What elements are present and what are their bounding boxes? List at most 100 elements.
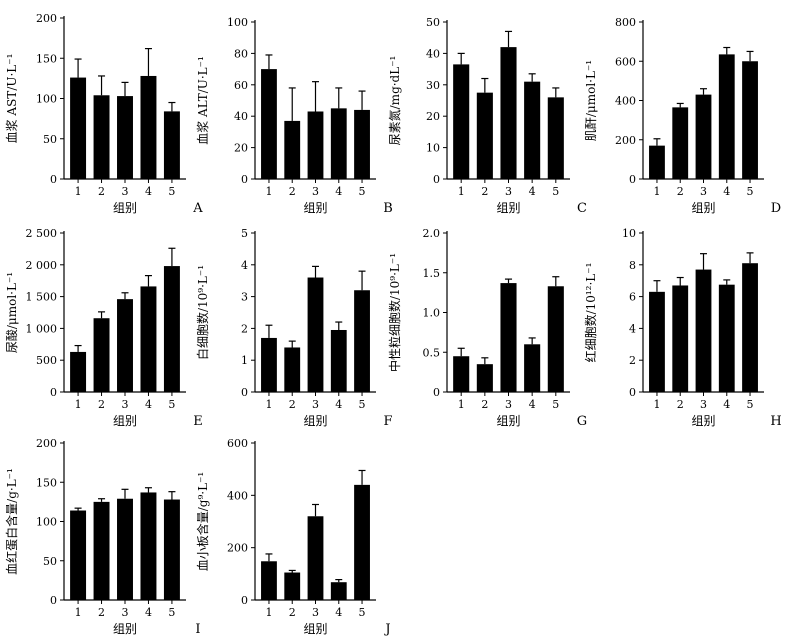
x-tick-label: 1 [75, 398, 82, 411]
bar [140, 75, 157, 179]
bar [330, 108, 347, 179]
bar [93, 501, 110, 600]
y-tick-label: 20 [426, 110, 440, 123]
bar [284, 572, 301, 600]
y-tick-label: 80 [234, 47, 248, 60]
y-axis-title: 血红蛋白含量/g·L⁻¹ [4, 468, 19, 575]
y-tick-label: 1 000 [26, 322, 58, 335]
bar [718, 284, 735, 392]
bar [453, 356, 470, 392]
x-axis-title: 组别 [303, 201, 327, 215]
bar [742, 263, 758, 392]
chart-panel-a: 0 50 100 150 200 1 2 3 4 5 组别 血浆 AST/U·L⁻¹ A [4, 12, 203, 216]
bar [70, 510, 87, 600]
x-tick-label: 1 [75, 606, 82, 619]
bar [117, 96, 133, 179]
y-tick-label: 40 [234, 110, 248, 123]
x-tick-label: 5 [168, 185, 175, 198]
x-axis-title: 组别 [113, 414, 137, 428]
x-axis-title: 组别 [691, 414, 715, 428]
y-tick-label: 60 [234, 79, 248, 92]
x-axis-title: 组别 [691, 201, 715, 215]
bar [453, 64, 470, 179]
y-tick-label: 2 [241, 322, 248, 335]
bar [117, 299, 133, 392]
bar [163, 266, 180, 392]
bar [524, 344, 541, 392]
x-tick-label: 3 [505, 185, 512, 198]
x-tick-label: 2 [289, 185, 296, 198]
y-tick-label: 200 [227, 542, 248, 555]
x-axis-title: 组别 [113, 622, 137, 636]
bar [500, 47, 517, 180]
y-tick-label: 200 [36, 437, 57, 450]
y-tick-label: 0 [629, 173, 636, 186]
bar [500, 283, 517, 392]
x-tick-label: 4 [723, 185, 730, 198]
x-axis-title: 组别 [303, 622, 327, 636]
bar [284, 347, 301, 392]
x-tick-label: 4 [529, 185, 536, 198]
y-axis-title: 白细胞数/10⁹·L⁻¹ [195, 265, 210, 360]
y-tick-label: 50 [426, 16, 440, 29]
x-tick-label: 5 [359, 185, 366, 198]
x-tick-label: 3 [505, 398, 512, 411]
x-tick-label: 3 [312, 185, 319, 198]
x-tick-label: 2 [98, 606, 105, 619]
y-tick-label: 2 000 [26, 259, 58, 272]
x-tick-label: 3 [122, 398, 129, 411]
y-tick-label: 1 [241, 354, 248, 367]
bar [547, 286, 564, 392]
x-tick-label: 4 [335, 398, 342, 411]
x-tick-label: 1 [458, 185, 465, 198]
y-tick-label: 2.0 [423, 227, 441, 240]
bar [140, 286, 157, 392]
bar [284, 120, 301, 179]
y-tick-label: 0 [433, 386, 440, 399]
bar [672, 285, 689, 392]
x-tick-label: 5 [359, 606, 366, 619]
bar [261, 561, 277, 600]
bar [93, 318, 110, 392]
bar [547, 97, 564, 179]
y-tick-label: 0 [50, 173, 57, 186]
x-axis-title: 组别 [496, 201, 520, 215]
bar [307, 516, 324, 600]
bar [261, 337, 277, 392]
y-tick-label: 3 [241, 291, 248, 304]
x-tick-label: 3 [312, 606, 319, 619]
chart-panel-g: 0 0.5 1.0 1.5 2.0 1 2 3 4 5 组别 中性粒细胞数/10⁹·L⁻¹ G [387, 227, 587, 429]
x-tick-label: 5 [168, 606, 175, 619]
x-tick-label: 1 [653, 398, 660, 411]
y-tick-label: 4 [241, 259, 248, 272]
x-tick-label: 1 [265, 606, 272, 619]
bar [70, 77, 87, 179]
y-tick-label: 0 [629, 386, 636, 399]
y-tick-label: 200 [615, 134, 636, 147]
y-tick-label: 50 [43, 133, 57, 146]
x-axis-title: 组别 [496, 414, 520, 428]
y-tick-label: 400 [615, 95, 636, 108]
x-tick-label: 3 [700, 398, 707, 411]
y-tick-label: 0 [50, 386, 57, 399]
x-axis-title: 组别 [113, 201, 137, 215]
y-tick-label: 600 [615, 55, 636, 68]
x-tick-label: 4 [145, 606, 152, 619]
y-tick-label: 400 [227, 489, 248, 502]
x-tick-label: 3 [122, 185, 129, 198]
y-tick-label: 40 [426, 47, 440, 60]
bar [649, 291, 665, 392]
bar [117, 498, 133, 600]
bar [163, 111, 180, 179]
y-tick-label: 0 [50, 594, 57, 607]
x-tick-label: 2 [289, 606, 296, 619]
y-tick-label: 0 [241, 173, 248, 186]
y-axis-title: 肌酐/μmol·L⁻¹ [584, 60, 598, 141]
y-tick-label: 50 [43, 555, 57, 568]
panel-label: D [771, 201, 781, 216]
x-tick-label: 1 [458, 398, 465, 411]
bar [307, 111, 324, 179]
panel-label: J [383, 622, 390, 637]
